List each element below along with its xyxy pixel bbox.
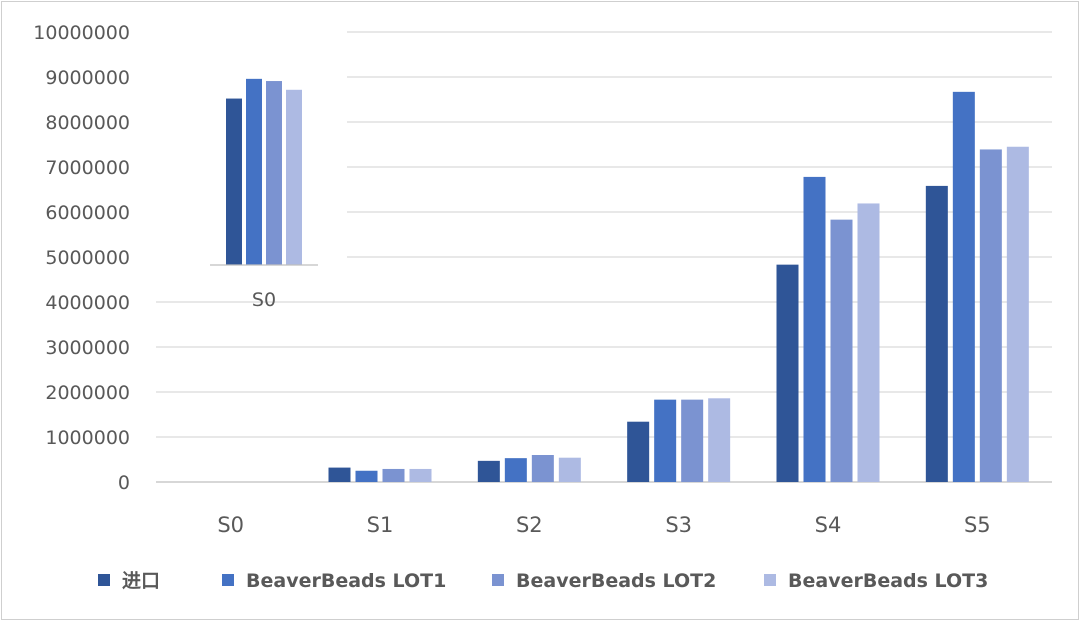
legend-label: BeaverBeads LOT1	[246, 570, 446, 592]
inset-chart: S0	[210, 78, 318, 311]
bar	[803, 176, 826, 482]
bar	[925, 185, 948, 482]
x-tick-label: S0	[217, 513, 244, 537]
x-tick-label: S4	[815, 513, 842, 537]
bar	[627, 421, 650, 482]
y-tick-label: 1000000	[45, 427, 130, 449]
bar	[558, 457, 581, 482]
legend-swatch	[98, 574, 110, 586]
inset-bar	[246, 78, 262, 265]
bar	[1006, 146, 1029, 482]
gridlines	[156, 31, 1052, 483]
inset-x-tick-label: S0	[252, 289, 276, 311]
bar	[979, 149, 1002, 482]
bar	[382, 468, 405, 482]
inset-bar	[226, 98, 242, 265]
bar	[531, 455, 554, 482]
bar	[776, 264, 799, 482]
bar	[328, 467, 351, 482]
y-tick-label: 2000000	[45, 382, 130, 404]
y-tick-label: 5000000	[45, 247, 130, 269]
legend-label: BeaverBeads LOT3	[788, 570, 988, 592]
y-tick-label: 4000000	[45, 292, 130, 314]
y-tick-label: 7000000	[45, 157, 130, 179]
legend: 进口 BeaverBeads LOT1 BeaverBeads LOT2 Beaver…	[98, 570, 988, 592]
bar	[681, 399, 704, 482]
legend-label: BeaverBeads LOT2	[516, 570, 716, 592]
x-tick-label: S5	[964, 513, 991, 537]
legend-swatch	[492, 574, 504, 586]
x-axis: S0 S1 S2 S3 S4 S5	[217, 513, 990, 537]
bar	[355, 470, 378, 482]
y-tick-label: 0	[118, 472, 130, 494]
legend-swatch	[764, 574, 776, 586]
y-tick-label: 6000000	[45, 202, 130, 224]
x-tick-label: S1	[367, 513, 394, 537]
legend-swatch	[222, 574, 234, 586]
inset-bar	[286, 89, 302, 265]
bar	[857, 203, 880, 482]
bar	[830, 219, 853, 482]
bar	[708, 398, 731, 482]
bars	[328, 91, 1029, 482]
bar	[409, 468, 432, 482]
y-tick-label: 9000000	[45, 67, 130, 89]
bar	[504, 458, 527, 482]
y-axis: 0 1000000 2000000 3000000 4000000 5000000 6000…	[33, 22, 130, 494]
y-tick-label: 10000000	[33, 22, 130, 44]
y-tick-label: 8000000	[45, 112, 130, 134]
x-tick-label: S2	[516, 513, 543, 537]
bar	[654, 399, 677, 482]
y-tick-label: 3000000	[45, 337, 130, 359]
inset-bar	[266, 81, 282, 265]
x-tick-label: S3	[665, 513, 692, 537]
bar	[477, 460, 500, 482]
bar	[952, 91, 975, 482]
legend-label: 进口	[122, 570, 160, 592]
